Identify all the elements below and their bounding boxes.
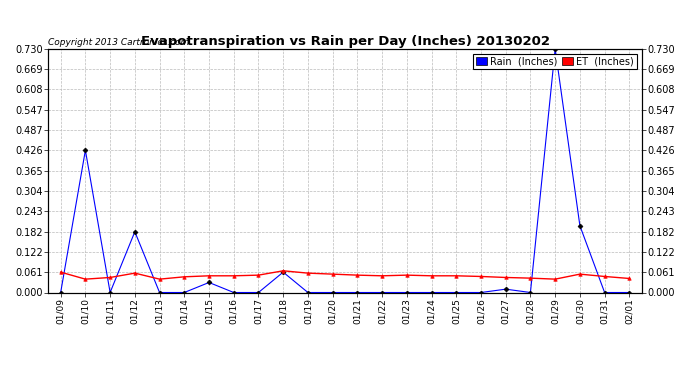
Legend: Rain  (Inches), ET  (Inches): Rain (Inches), ET (Inches) [473, 54, 637, 69]
Text: Copyright 2013 Cartronics.com: Copyright 2013 Cartronics.com [48, 38, 190, 47]
Title: Evapotranspiration vs Rain per Day (Inches) 20130202: Evapotranspiration vs Rain per Day (Inch… [141, 34, 549, 48]
